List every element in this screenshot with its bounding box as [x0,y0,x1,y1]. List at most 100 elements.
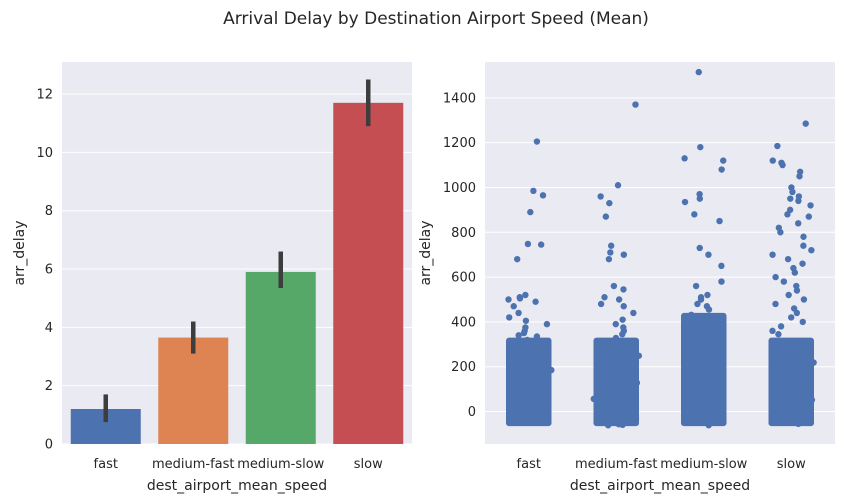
bar-ytick-label: 12 [36,88,53,103]
strip-point [788,184,795,191]
strip-point [541,375,548,382]
strip-point [712,407,720,414]
strip-point [718,278,725,285]
strip-point [597,300,605,308]
bar-xtick-label: medium-slow [237,457,324,472]
strip-point [627,360,635,367]
strip-xtick-label: slow [777,457,806,472]
strip-point [703,303,711,310]
bar-ytick-label: 8 [45,204,53,219]
strip-point [696,195,703,202]
strip-point [778,159,785,167]
strip-panel-ylabel: arr_delay [418,220,434,285]
strip-ytick-label: 800 [451,226,476,241]
strip-point [695,68,702,76]
strip-point [510,303,517,310]
strip-point [790,264,797,272]
strip-point [616,406,623,413]
strip-point [683,408,690,415]
strip-point [510,350,518,357]
strip-point [619,421,626,429]
strip-point [540,360,547,367]
strip-point [682,378,689,386]
strip-point [615,296,623,303]
chart-title: Arrival Delay by Destination Airport Spe… [223,9,649,29]
strip-point [694,300,701,308]
strip-point [533,138,541,145]
strip-point [516,294,523,301]
strip-point [527,208,534,216]
strip-point [806,407,813,415]
strip-point [806,367,813,374]
strip-point [720,157,727,164]
strip-point [799,260,806,267]
strip-point [507,360,515,368]
bar [333,102,404,444]
strip-point [690,345,697,352]
strip-point [608,365,615,372]
bar-ytick-label: 0 [45,438,53,453]
bar-panel: 0 2 4 6 8 10 12 fast medium-fast medium-slow slow… [12,62,412,494]
strip-point [682,387,689,394]
strip-point [704,394,711,402]
strip-point [690,330,698,337]
strip-point [787,195,794,202]
strip-point [520,361,528,369]
strip-point [635,352,643,359]
strip-point [513,371,520,378]
strip-point [772,273,779,281]
strip-panel-xticks: fast medium-fast medium-slow slow [517,457,807,472]
strip-point [607,249,614,256]
strip-point [808,246,815,254]
strip-point [683,368,691,376]
strip-point [620,286,627,293]
strip-point [610,282,618,290]
strip-point [805,376,813,383]
strip-point [704,291,711,299]
bar-xtick-label: slow [354,457,383,472]
strip-point [605,255,613,263]
strip-point [797,354,804,361]
strip-panel: 0 200 400 600 800 1000 1200 1400 fast medium-fas… [418,62,835,494]
strip-point [718,166,725,173]
strip-point [620,303,627,310]
strip-point [769,157,776,164]
strip-point [683,419,691,426]
strip-point [612,334,620,342]
strip-point [506,314,513,321]
strip-point [681,155,688,162]
strip-point [802,120,809,127]
strip-point [590,395,597,403]
strip-point [777,323,785,330]
strip-point [533,362,540,370]
strip-point [691,211,698,218]
bar-panel-xticks: fast medium-fast medium-slow slow [94,457,384,472]
strip-point [601,415,608,422]
strip-point [769,251,776,258]
bar-ytick-label: 10 [36,146,53,161]
strip-point [787,380,795,387]
strip-point [513,356,520,363]
strip-point [716,217,723,225]
strip-point [780,278,788,285]
strip-point [795,193,803,200]
strip-panel-xlabel: dest_airport_mean_speed [570,478,750,494]
strip-panel-points [505,68,817,429]
strip-ytick-label: 400 [451,315,476,330]
strip-point [532,298,539,305]
strip-point [530,187,537,195]
strip-point [699,386,706,394]
strip-point [614,182,622,189]
bar-ytick-label: 6 [45,263,53,278]
strip-point [632,415,640,422]
strip-ytick-label: 1000 [443,181,476,196]
strip-point [687,382,695,390]
strip-point [805,213,813,220]
strip-dense-band [593,337,639,427]
strip-point [799,342,806,349]
strip-point [796,168,804,175]
strip-point [603,364,610,371]
bar-panel-yticks: 0 2 4 6 8 10 12 [36,88,53,453]
strip-point [519,398,526,405]
strip-point [802,349,810,356]
